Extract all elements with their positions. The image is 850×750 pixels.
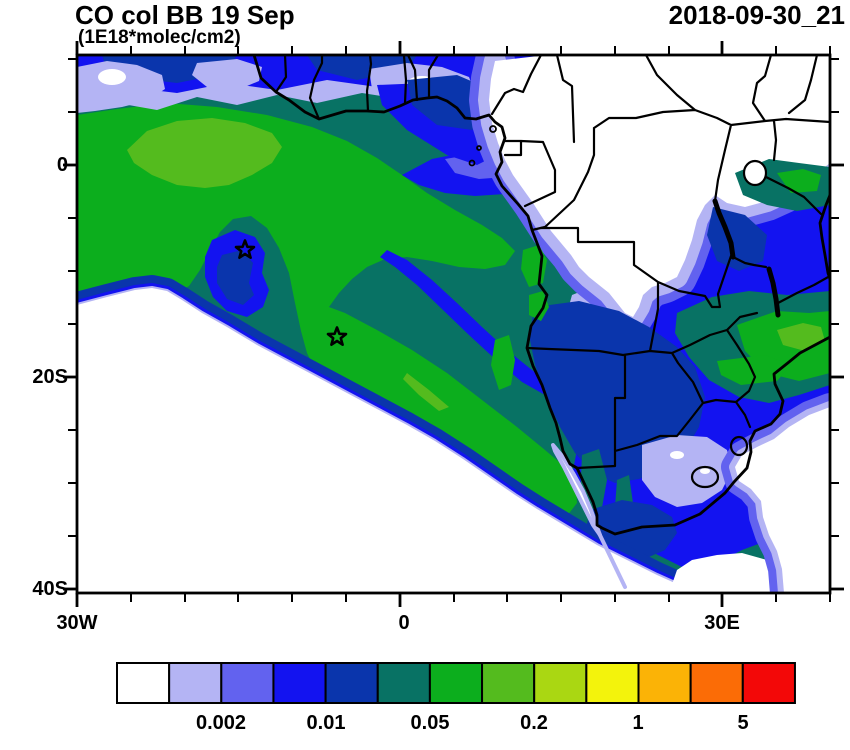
timestamp-label: 2018-09-30_21 [668,0,845,30]
principe-island [476,145,482,151]
se-clear-white [735,407,830,593]
units-subtitle: (1E18*molec/cm2) [78,27,241,48]
angola-coast-green [491,335,515,390]
africa-coastline [252,55,830,536]
colorbar-cell [481,662,536,704]
colorbar-label: 0.05 [410,712,450,734]
star-marker [326,326,348,346]
x-axis-label: 30W [56,612,98,634]
colorbar-cell [689,662,744,704]
colorbar-cell [324,662,379,704]
colorbar-cell [428,662,484,704]
colorbar-cell [116,662,171,704]
colorbar-cell [168,662,223,704]
colorbar-cell [533,662,588,704]
natal-lavender-patch [642,435,732,507]
north-white-spot1 [98,69,126,85]
y-axis-label: 0 [56,154,68,176]
east-lightgreen-bits [777,323,825,351]
saotome-island [468,159,476,167]
colorbar-cell [637,662,692,704]
colorbar-cell [376,662,431,704]
plume-lightgreen-streak2 [403,373,449,411]
axis-ticks [63,41,844,607]
sw-clear-white [77,288,700,593]
zimbabwe-green [717,355,791,385]
north-lavender-blob2 [192,59,262,91]
lesotho-border [690,465,720,489]
x-axis-label: 0 [398,612,410,634]
contour-map-layers [77,55,830,593]
colorbar-label: 0.002 [195,712,247,734]
y-axis-label: 40S [32,578,68,600]
lake-victoria [742,159,768,187]
colorbar [116,662,796,704]
namibia-slot-tail [595,527,627,589]
gabon-green2 [529,291,549,321]
southern-africa-borders [525,226,759,470]
map-overlay [63,41,844,607]
colorbar-label: 0.2 [520,712,548,734]
west-africa-borders [274,55,543,121]
colorbar-label: 0.01 [306,712,346,734]
east-africa-coastline [818,193,830,281]
star-marker [234,239,256,259]
page-title: CO col BB 19 Sep [75,0,295,30]
bioko-island [489,125,497,133]
north-lavender-blob1 [77,61,165,113]
colorbar-cell [272,662,327,704]
lake-malawi [766,266,781,318]
plume-lightgreen-core [127,118,282,188]
star1-darkblue-hole [217,250,254,305]
x-axis-label: 30E [704,612,740,634]
y-axis-label: 20S [32,366,68,388]
fire-star-markers [234,239,348,346]
colorbar-cell [585,662,640,704]
natal-white-spot2 [700,468,710,474]
colorbar-label: 1 [632,712,644,734]
central-africa-borders [503,55,830,305]
north-band-darkblue2 [307,55,417,80]
colorbar-cell [741,662,796,704]
lake-tanganyika [712,198,736,260]
south-bottom-white [669,553,784,593]
colorbar-label: 5 [737,712,749,734]
swaziland-border [729,435,749,457]
natal-white-spot1 [670,451,684,459]
colorbar-cell [220,662,275,704]
plume-green-main [77,103,577,521]
angola-darkblue-core [529,301,705,483]
